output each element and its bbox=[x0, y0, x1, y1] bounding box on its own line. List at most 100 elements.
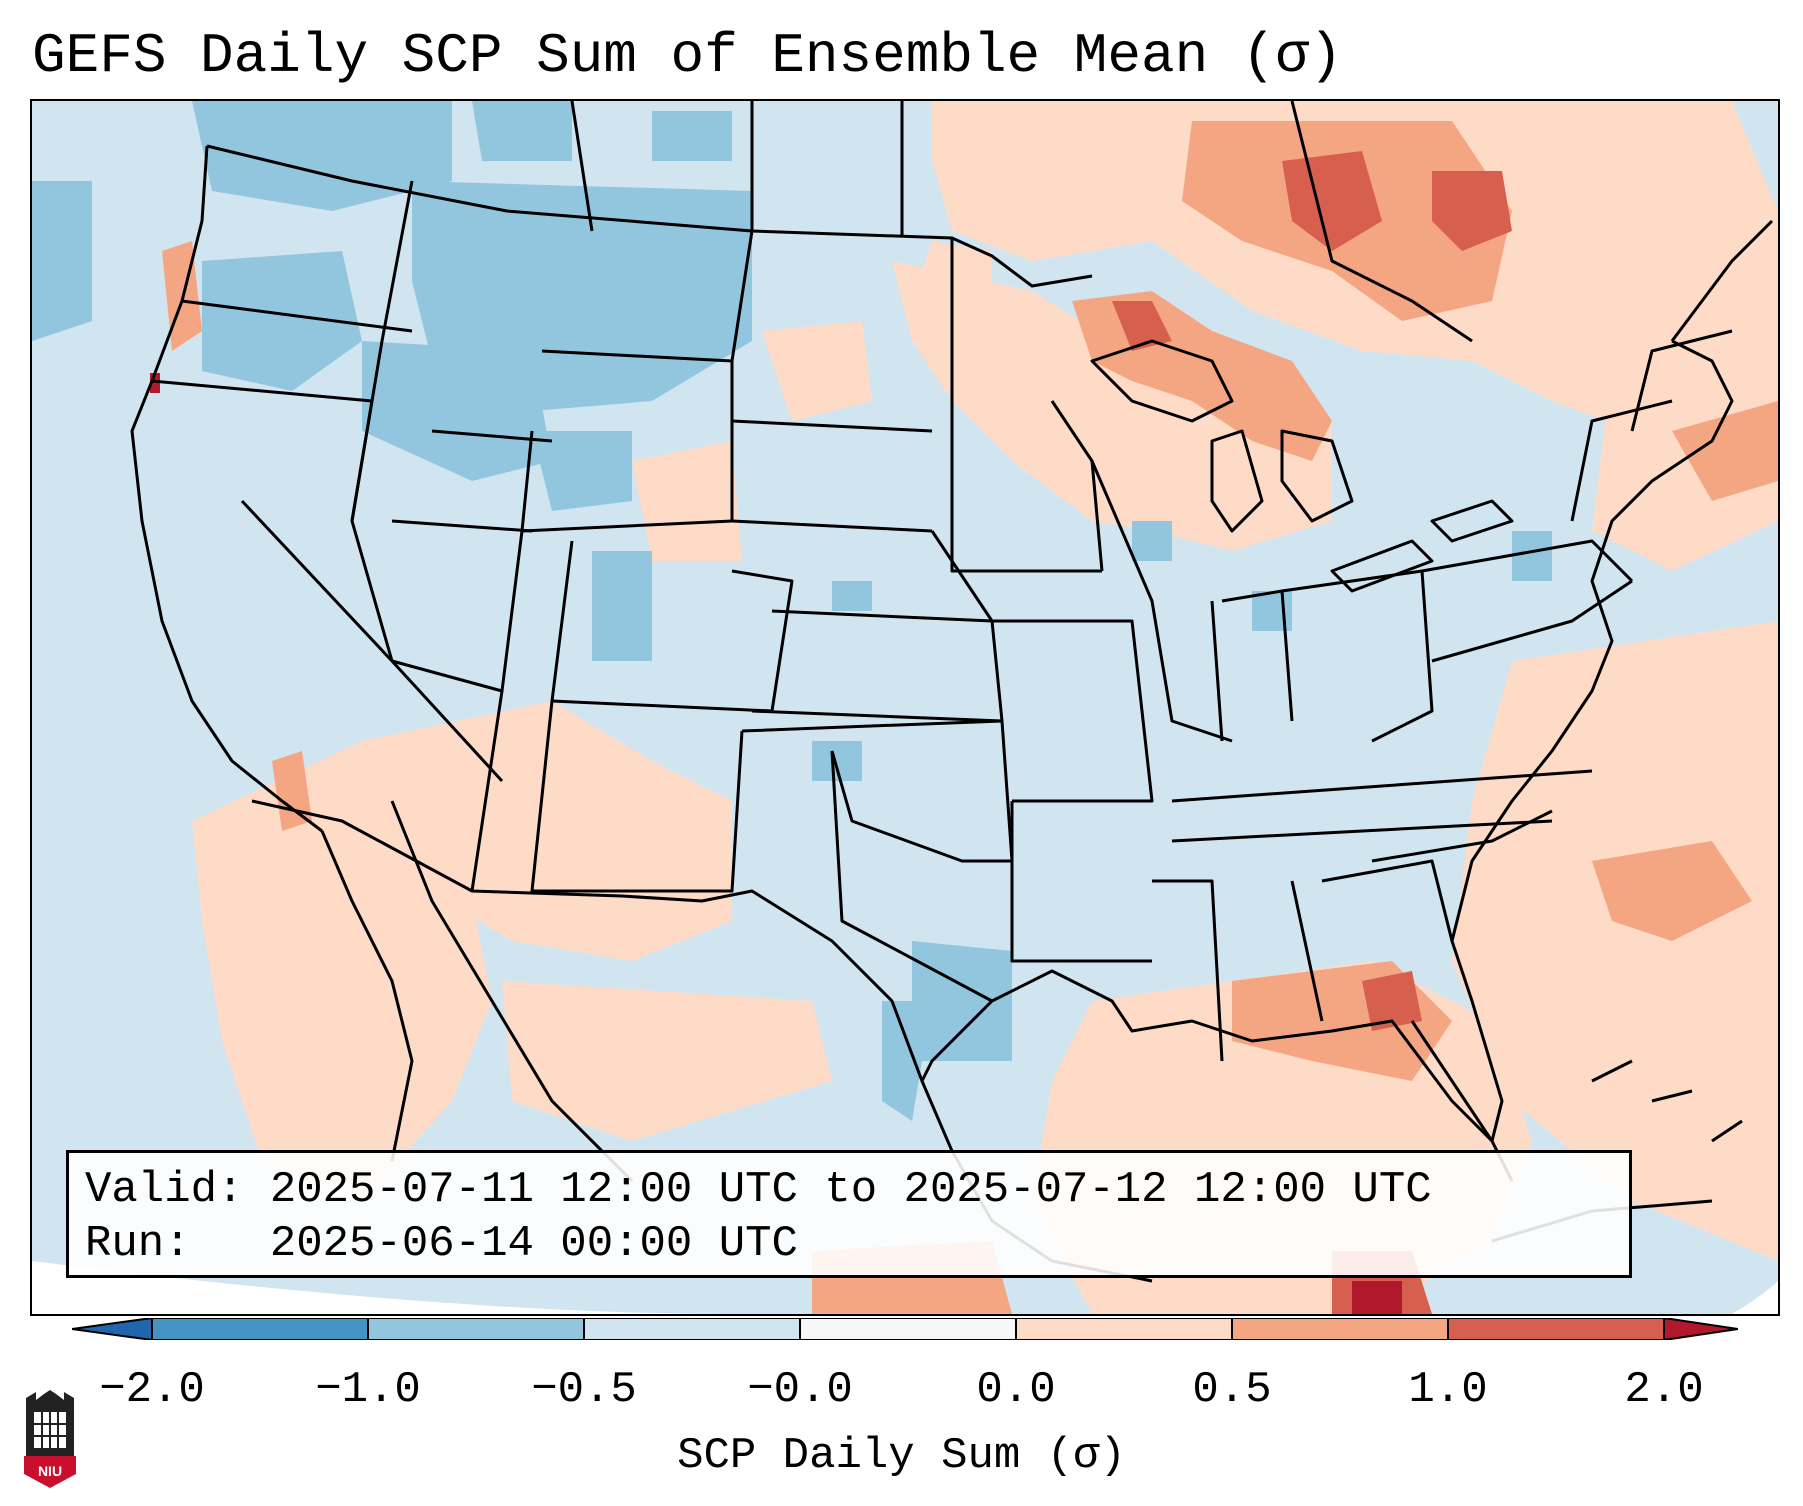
west-coast bbox=[130, 145, 323, 833]
texas-east bbox=[830, 750, 993, 1003]
us-mexico-border bbox=[251, 799, 954, 1152]
positive-anomaly-areas bbox=[150, 101, 1778, 1314]
carolina-line bbox=[1371, 809, 1553, 863]
tn-ky-line bbox=[1171, 769, 1593, 803]
niu-logo: NIU bbox=[24, 1390, 76, 1488]
projection-edge-right bbox=[1732, 1281, 1778, 1314]
saskatchewan-negative-area bbox=[652, 111, 732, 161]
colorbar-bin-4 bbox=[1016, 1318, 1232, 1340]
pacific-negative-area bbox=[32, 181, 92, 341]
wv-va-line bbox=[1431, 579, 1633, 663]
colorbar-tick-label: −0.0 bbox=[747, 1365, 853, 1415]
colorbar-bin-1 bbox=[368, 1318, 584, 1340]
alberta-negative-area bbox=[472, 101, 572, 161]
tower-grid-icon bbox=[34, 1412, 66, 1448]
pa-border bbox=[1421, 539, 1634, 583]
run-label: Run: bbox=[85, 1219, 191, 1269]
ontario-strong-area bbox=[1282, 151, 1382, 251]
iowa-border bbox=[950, 431, 1102, 573]
on-qc-line bbox=[1290, 101, 1473, 343]
oklahoma-border bbox=[741, 719, 1014, 863]
valid-label: Valid: bbox=[85, 1165, 244, 1215]
ohio-border bbox=[1281, 569, 1434, 743]
colorbar bbox=[72, 1318, 1738, 1340]
illinois-negative-area bbox=[1132, 521, 1172, 561]
run-value: 2025-06-14 00:00 UTC bbox=[269, 1219, 798, 1269]
shield-icon bbox=[24, 1456, 76, 1488]
idaho-west bbox=[350, 180, 414, 522]
al-ga-line bbox=[1290, 880, 1324, 1022]
superior-strong-area bbox=[1112, 301, 1172, 351]
colorbar-tick-label: 2.0 bbox=[1624, 1365, 1704, 1415]
colorbar-ticks bbox=[151, 1318, 1665, 1340]
ms-al-line bbox=[1152, 879, 1224, 1062]
atlantic-positive-area bbox=[1452, 621, 1778, 1261]
map-canvas bbox=[32, 101, 1778, 1314]
map-panel bbox=[30, 99, 1780, 1316]
colorbar-bin-0 bbox=[152, 1318, 368, 1340]
colorbar-bin-5 bbox=[1232, 1318, 1448, 1340]
negative-anomaly-areas bbox=[32, 101, 1552, 1121]
mt-nd-line bbox=[730, 230, 754, 362]
gulf-of-maine-positive-area bbox=[1672, 401, 1778, 501]
tn-south-line bbox=[1171, 819, 1553, 843]
colorbar-tick-label: 0.0 bbox=[976, 1365, 1056, 1415]
colorbar-under-arrow bbox=[72, 1318, 152, 1340]
canada-east-coast bbox=[1670, 219, 1774, 342]
kansas-negative-area bbox=[832, 581, 872, 611]
lake-ontario bbox=[1430, 499, 1514, 543]
valid-value: 2025-07-11 12:00 UTC to 2025-07-12 12:00… bbox=[269, 1165, 1432, 1215]
or-ca-line bbox=[151, 379, 373, 403]
arkansas-border bbox=[1010, 801, 1152, 963]
washington-negative-area bbox=[192, 101, 452, 211]
colorbar-tick-label: 0.5 bbox=[1192, 1365, 1272, 1415]
colorbar-tick-label: −1.0 bbox=[315, 1365, 421, 1415]
yucatan-max-area bbox=[1352, 1281, 1402, 1314]
valid-row: Valid: 2025-07-11 12:00 UTC to 2025-07-1… bbox=[85, 1163, 1613, 1217]
logo-text: NIU bbox=[38, 1463, 62, 1479]
colorbar-bin-6 bbox=[1448, 1318, 1664, 1340]
wyoming-negative-area bbox=[532, 431, 632, 511]
great-lakes-positive-area bbox=[892, 261, 1332, 551]
colorbar-tick-label: 1.0 bbox=[1408, 1365, 1488, 1415]
lake-erie bbox=[1330, 539, 1434, 593]
lake-michigan bbox=[1210, 429, 1264, 533]
pennsylvania-negative-area bbox=[1512, 531, 1552, 581]
colorbar-tick-label: −0.5 bbox=[531, 1365, 637, 1415]
run-row: Run: 2025-06-14 00:00 UTC bbox=[85, 1217, 1613, 1271]
atlantic-moderate-area bbox=[1592, 841, 1752, 941]
mexico-west-coast bbox=[390, 800, 634, 1183]
georgia-border bbox=[1321, 859, 1454, 942]
quebec-strong-area bbox=[1432, 171, 1512, 251]
gulf-atlantic-coast bbox=[920, 339, 1734, 1143]
ny-border bbox=[1570, 399, 1673, 522]
gulf-strong-area bbox=[1362, 971, 1422, 1031]
kansas-border bbox=[751, 609, 1004, 723]
bc-ab-line bbox=[570, 101, 594, 232]
north-dakota-positive-area bbox=[762, 321, 872, 421]
oklahoma-negative-area bbox=[812, 741, 862, 781]
lake-superior bbox=[1090, 339, 1234, 423]
az-nm-line bbox=[470, 690, 504, 892]
figure-title: GEFS Daily SCP Sum of Ensemble Mean (σ) bbox=[32, 24, 1343, 88]
political-borders bbox=[130, 101, 1774, 1283]
colorbar-over-arrow bbox=[1664, 1318, 1738, 1340]
lake-huron bbox=[1280, 429, 1354, 523]
utah-negative-area bbox=[592, 551, 652, 661]
bahamas-islands bbox=[1591, 1059, 1743, 1143]
il-in-line bbox=[1210, 600, 1224, 742]
wyoming-positive-area bbox=[632, 441, 742, 561]
new-england-lines bbox=[1630, 329, 1733, 432]
colorbar-bin-2 bbox=[584, 1318, 800, 1340]
ut-id-line bbox=[391, 519, 533, 533]
mt-sd-line bbox=[541, 349, 933, 433]
ne-mo-line bbox=[930, 530, 994, 622]
wa-or-line bbox=[181, 299, 413, 333]
validity-info-box: Valid: 2025-07-11 12:00 UTC to 2025-07-1… bbox=[66, 1150, 1632, 1278]
mexico-positive-area bbox=[502, 981, 832, 1141]
south-texas-negative-area bbox=[882, 1001, 932, 1121]
us-canada-border bbox=[206, 144, 1093, 288]
oregon-negative-area bbox=[202, 251, 362, 391]
missouri-border bbox=[992, 619, 1154, 803]
